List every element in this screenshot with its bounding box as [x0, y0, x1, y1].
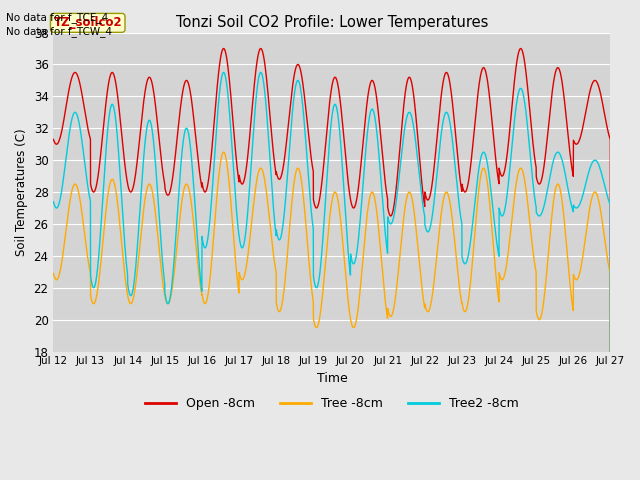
Text: No data for f_TCE_4: No data for f_TCE_4 — [6, 12, 109, 23]
Text: No data for f_TCW_4: No data for f_TCW_4 — [6, 26, 113, 37]
Y-axis label: Soil Temperatures (C): Soil Temperatures (C) — [15, 128, 28, 256]
X-axis label: Time: Time — [317, 372, 348, 385]
Title: Tonzi Soil CO2 Profile: Lower Temperatures: Tonzi Soil CO2 Profile: Lower Temperatur… — [176, 15, 488, 30]
Text: TZ_soilco2: TZ_soilco2 — [53, 16, 122, 29]
Legend: Open -8cm, Tree -8cm, Tree2 -8cm: Open -8cm, Tree -8cm, Tree2 -8cm — [140, 393, 524, 416]
